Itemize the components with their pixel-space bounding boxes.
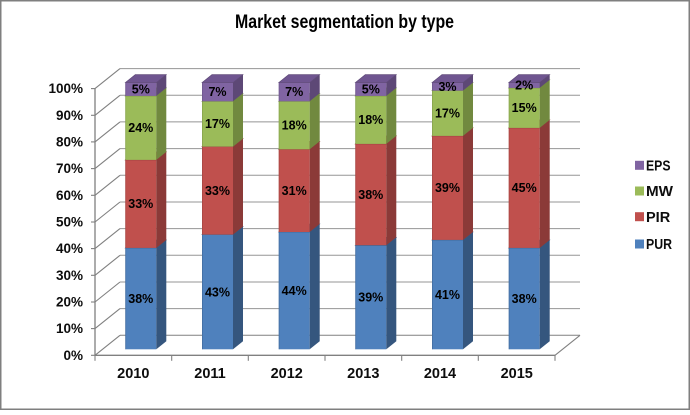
svg-text:2011: 2011 [194, 366, 225, 382]
svg-text:2012: 2012 [271, 366, 303, 382]
svg-text:50%: 50% [56, 215, 83, 230]
svg-text:20%: 20% [56, 295, 83, 310]
svg-text:24%: 24% [128, 121, 153, 135]
svg-text:45%: 45% [512, 181, 537, 195]
svg-text:80%: 80% [56, 135, 83, 150]
svg-text:31%: 31% [282, 184, 307, 198]
svg-text:38%: 38% [128, 292, 153, 306]
svg-text:17%: 17% [205, 117, 230, 131]
svg-text:PUR: PUR [646, 237, 672, 253]
svg-text:2010: 2010 [117, 366, 149, 382]
svg-text:30%: 30% [56, 268, 83, 283]
svg-text:5%: 5% [132, 83, 150, 97]
svg-text:39%: 39% [358, 291, 383, 305]
svg-text:15%: 15% [512, 101, 537, 115]
svg-text:100%: 100% [48, 81, 83, 96]
svg-text:2013: 2013 [347, 366, 379, 382]
svg-text:7%: 7% [285, 85, 303, 99]
svg-text:MW: MW [646, 184, 673, 200]
svg-text:5%: 5% [362, 83, 380, 97]
svg-text:33%: 33% [128, 197, 153, 211]
svg-text:44%: 44% [282, 284, 307, 298]
svg-text:41%: 41% [435, 288, 460, 302]
svg-text:40%: 40% [56, 241, 83, 256]
svg-text:Market segmentation by type: Market segmentation by type [235, 11, 454, 33]
svg-text:EPS: EPS [646, 159, 671, 175]
svg-text:90%: 90% [56, 108, 83, 123]
svg-text:39%: 39% [435, 181, 460, 195]
svg-text:2014: 2014 [424, 366, 456, 382]
svg-text:7%: 7% [208, 85, 226, 99]
svg-text:10%: 10% [56, 321, 83, 336]
svg-text:60%: 60% [56, 188, 83, 203]
svg-text:38%: 38% [358, 188, 383, 202]
svg-text:17%: 17% [435, 107, 460, 121]
svg-text:18%: 18% [358, 113, 383, 127]
svg-text:PIR: PIR [646, 210, 671, 226]
svg-text:3%: 3% [438, 80, 456, 94]
svg-text:2015: 2015 [501, 366, 533, 382]
svg-text:2%: 2% [515, 79, 533, 93]
svg-text:38%: 38% [512, 292, 537, 306]
svg-text:18%: 18% [282, 119, 307, 133]
svg-text:0%: 0% [63, 348, 83, 363]
svg-text:33%: 33% [205, 184, 230, 198]
svg-text:70%: 70% [56, 161, 83, 176]
svg-text:43%: 43% [205, 285, 230, 299]
